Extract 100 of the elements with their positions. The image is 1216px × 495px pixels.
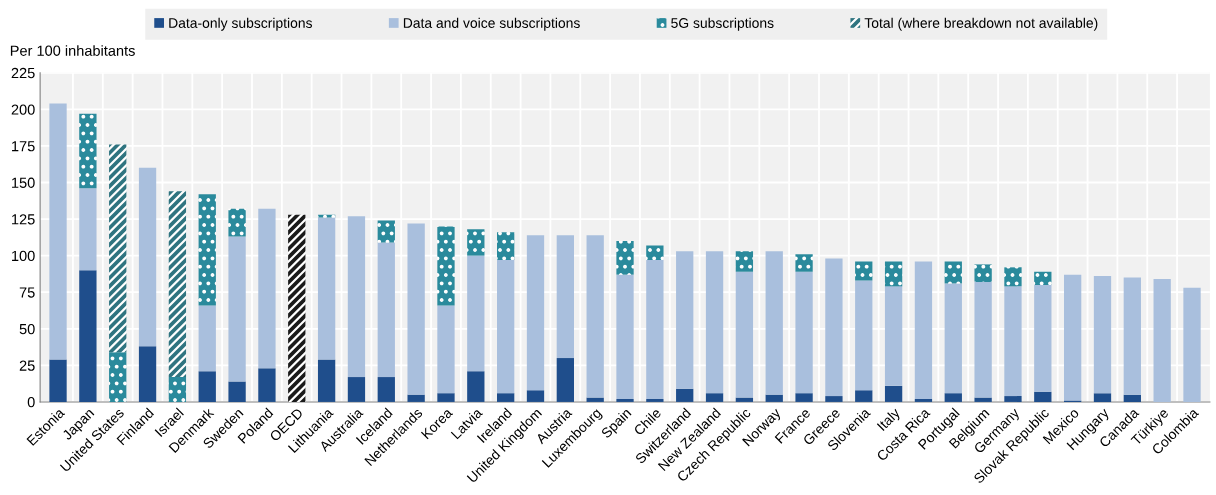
bar — [1183, 287, 1201, 402]
bar — [407, 394, 425, 402]
y-axis-title: Per 100 inhabitants — [10, 45, 135, 56]
bar — [198, 371, 216, 402]
bar — [1123, 277, 1141, 395]
bar — [735, 271, 754, 398]
bar — [944, 393, 962, 402]
bar — [646, 245, 664, 261]
bar — [49, 103, 67, 360]
bar — [437, 305, 455, 394]
bar — [347, 377, 366, 402]
bar — [1093, 276, 1112, 394]
bar — [377, 220, 395, 243]
bar — [138, 167, 157, 347]
y-tick-label: 225 — [11, 67, 35, 79]
y-tick-label: 25 — [19, 360, 35, 371]
y-tick-label: 125 — [12, 214, 35, 225]
bar — [258, 368, 276, 402]
bar — [1004, 396, 1022, 402]
bar — [1034, 391, 1052, 402]
legend-label: 5G subscriptions — [671, 17, 774, 31]
bar — [437, 226, 455, 306]
bar — [1004, 286, 1022, 397]
bar — [526, 390, 545, 402]
bar — [616, 399, 634, 402]
y-tick-label: 175 — [12, 141, 35, 152]
bar — [735, 251, 754, 272]
y-tick-label: 50 — [19, 323, 35, 335]
bar — [855, 390, 873, 402]
bar — [79, 113, 97, 189]
y-tick-label: 200 — [11, 104, 35, 115]
bar — [795, 393, 813, 402]
y-tick-label: 0 — [27, 397, 35, 408]
bar — [228, 236, 246, 382]
bar — [676, 388, 694, 402]
legend-label: Data-only subscriptions — [169, 17, 312, 31]
y-tick-label: 100 — [12, 250, 35, 262]
bar — [1123, 394, 1141, 402]
bar — [109, 352, 127, 402]
bar — [705, 393, 724, 402]
y-tick-label: 150 — [12, 177, 35, 188]
bar — [407, 223, 425, 395]
bar — [168, 191, 187, 378]
bar — [944, 261, 962, 284]
bar — [944, 283, 962, 394]
bar — [497, 260, 515, 394]
bar — [198, 194, 216, 306]
bar — [49, 359, 67, 402]
bar — [79, 270, 97, 402]
bar — [765, 251, 783, 395]
bar — [198, 305, 216, 372]
bar — [228, 381, 246, 402]
bar — [616, 241, 634, 275]
bar — [884, 261, 903, 287]
bar — [258, 208, 276, 369]
bar — [646, 399, 664, 402]
bar — [467, 229, 485, 256]
bar — [497, 393, 515, 402]
bar — [1004, 267, 1022, 287]
bar — [377, 242, 395, 378]
bar — [825, 396, 843, 402]
bar — [1034, 271, 1052, 285]
bar — [974, 264, 992, 282]
bar — [317, 359, 336, 402]
bar — [467, 255, 485, 372]
bar — [974, 281, 992, 398]
bar — [79, 188, 97, 271]
bar — [914, 261, 933, 400]
bar — [884, 385, 903, 402]
bar — [1093, 393, 1112, 402]
bar — [1063, 274, 1082, 401]
bar — [676, 251, 694, 389]
bar — [825, 258, 843, 397]
bar — [616, 274, 634, 400]
bar — [317, 214, 336, 218]
bar — [526, 235, 545, 391]
bar — [377, 377, 395, 402]
bar — [109, 144, 127, 353]
bar — [437, 393, 455, 402]
bar — [855, 261, 873, 281]
x-tick-label: Italy — [876, 406, 903, 434]
bar — [914, 399, 933, 402]
bar — [855, 280, 873, 391]
bar — [228, 208, 246, 237]
bar — [646, 260, 664, 400]
bar — [884, 286, 903, 386]
legend-label: Total (where breakdown not available) — [864, 17, 1098, 31]
bar — [795, 271, 813, 394]
bar — [795, 254, 813, 272]
bar — [168, 377, 187, 402]
bar — [288, 214, 306, 402]
bar — [317, 217, 336, 360]
bar — [497, 232, 515, 261]
bar — [974, 397, 992, 402]
bar — [347, 216, 366, 378]
bar — [1034, 284, 1052, 392]
bar — [138, 346, 157, 402]
bar — [1153, 279, 1171, 402]
bar — [467, 371, 485, 402]
y-tick-label: 75 — [19, 287, 35, 298]
